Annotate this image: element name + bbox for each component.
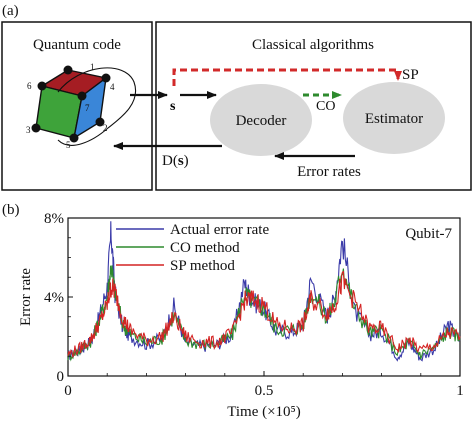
classical-algorithms-title: Classical algorithms: [252, 37, 374, 53]
plot-frame: [67, 217, 461, 377]
sp-label: SP: [402, 67, 419, 83]
cube-number-1: 1: [90, 62, 95, 72]
estimator-ellipse: [343, 82, 445, 154]
syndrome-s-label: s: [170, 99, 176, 114]
correction-ds-label: D(s): [162, 153, 189, 169]
cube-number-2: 2: [103, 123, 108, 133]
quantum-code-box: [1, 21, 153, 191]
cube-number-4: 4: [110, 82, 115, 92]
classical-algorithms-box: [155, 21, 472, 191]
x-tick-label-1: 0.5: [255, 383, 274, 399]
legend-label-2: CO method: [170, 240, 240, 256]
tick-layer: 0 0.5 1 0 4% 8%: [44, 211, 464, 399]
decoder-label: Decoder: [236, 113, 287, 129]
qubit-annotation: Qubit-7: [405, 226, 452, 242]
estimator-label: Estimator: [365, 111, 423, 127]
legend: Actual error rate CO method SP method: [116, 222, 269, 274]
cube-number-6: 6: [27, 81, 32, 91]
x-axis-label: Time (×10⁵): [227, 404, 301, 420]
y-axis-label: Error rate: [18, 268, 34, 326]
color-code-cube: 1 2 3 4 5 6 7: [26, 62, 137, 150]
y-tick-label-0: 0: [57, 369, 65, 385]
support-outline: [57, 67, 137, 146]
legend-label-3: SP method: [170, 258, 235, 274]
series-line-3: [67, 270, 461, 359]
cube-number-3: 3: [26, 125, 31, 135]
co-label: CO: [316, 99, 335, 114]
legend-label-1: Actual error rate: [170, 222, 269, 238]
x-tick-label-0: 0: [64, 383, 72, 399]
panel-a-label: (a): [2, 3, 19, 19]
x-tick-label-2: 1: [456, 383, 464, 399]
cube-number-7: 7: [85, 103, 90, 113]
cube-number-5: 5: [66, 140, 71, 150]
y-tick-label-2: 8%: [44, 211, 64, 227]
y-tick-label-1: 4%: [44, 290, 64, 306]
error-rate-chart: 0 0.5 1 0 4% 8% Error rate Time (×10⁵) Qubit-…: [18, 211, 464, 420]
series-layer: [67, 221, 461, 362]
sp-dashed-arrow: [172, 68, 402, 86]
error-rates-label: Error rates: [297, 164, 361, 180]
quantum-code-title: Quantum code: [33, 37, 121, 53]
decoder-ellipse: [210, 84, 312, 156]
panel-b-label: (b): [2, 202, 20, 218]
